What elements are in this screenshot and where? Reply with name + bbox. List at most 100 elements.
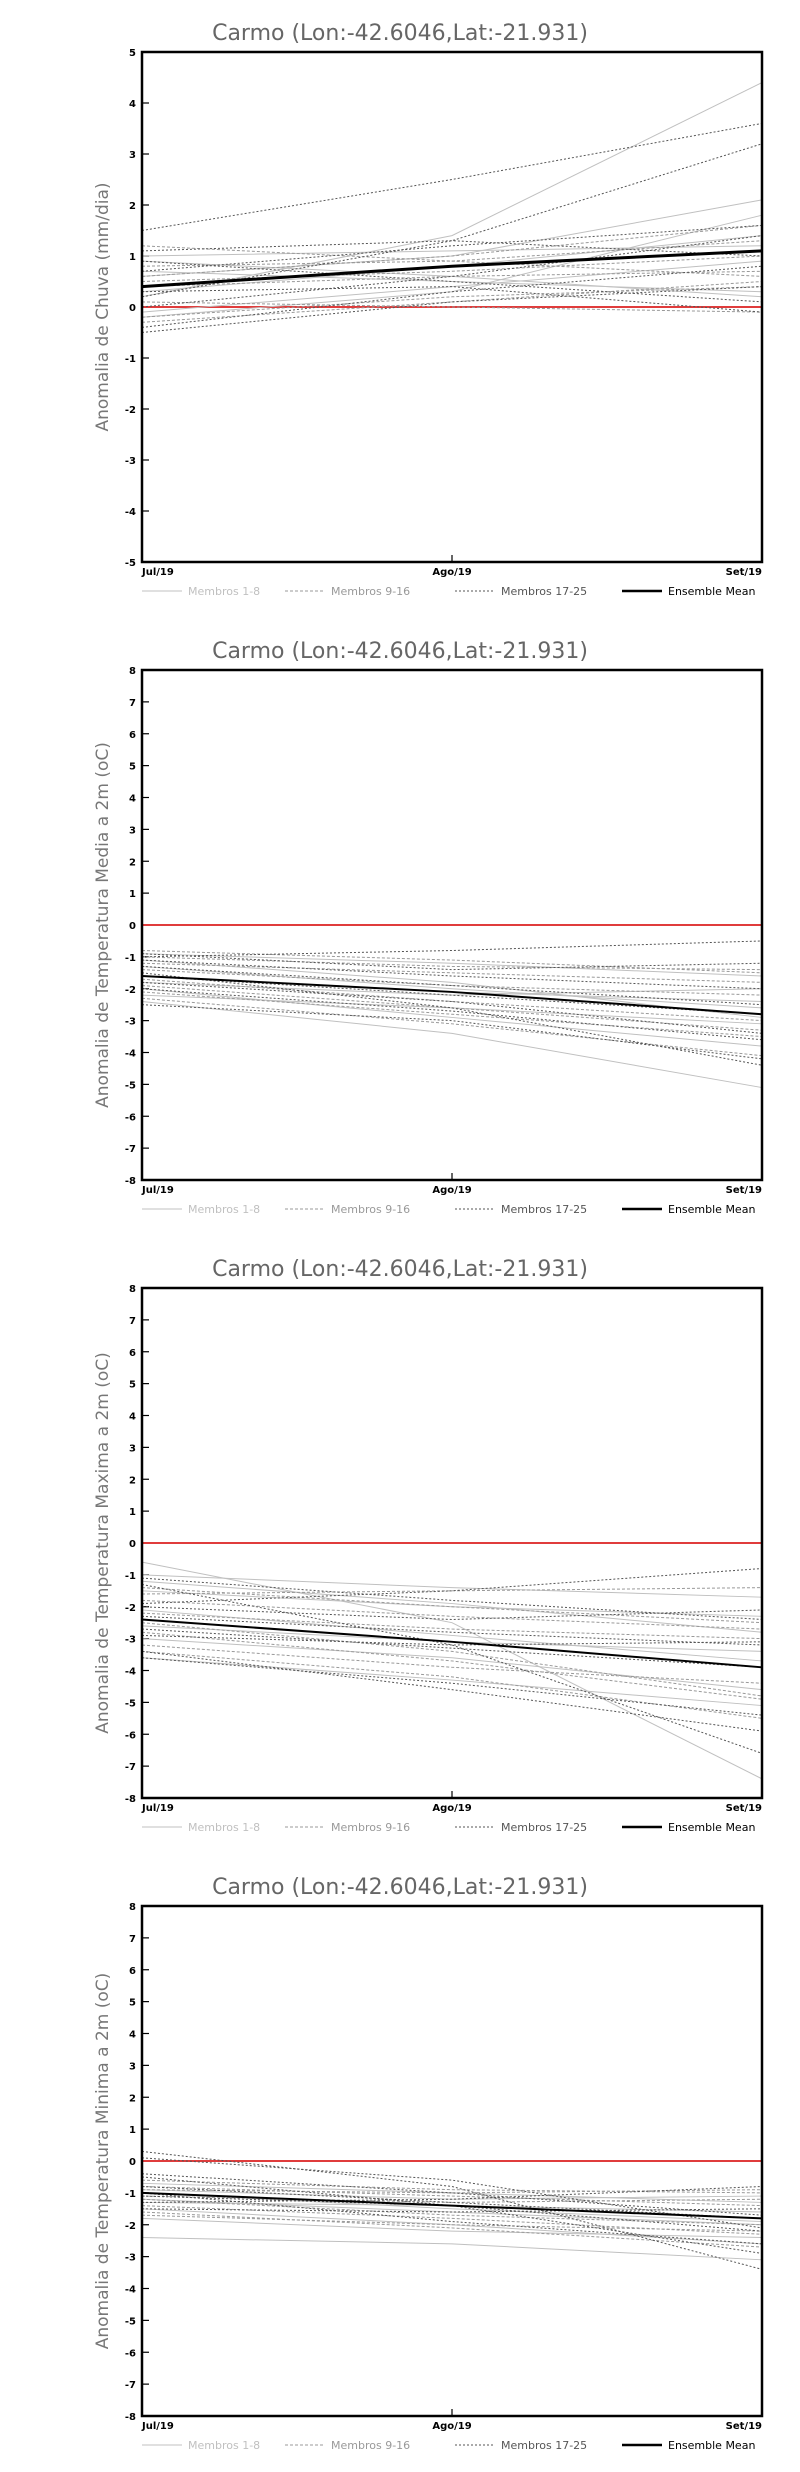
y-tick-label: -5: [125, 2316, 136, 2327]
plot-frame: [140, 668, 764, 1182]
y-tick-label: -2: [125, 405, 136, 416]
legend-label-membros-1-8: Membros 1-8: [188, 1821, 260, 1834]
x-tick-label: Jul/19: [141, 567, 174, 578]
y-tick-label: -4: [125, 507, 136, 518]
series-line-membros-1-8-0: [141, 1001, 763, 1089]
y-tick-label: -7: [125, 1762, 136, 1773]
y-tick-label: 3: [129, 150, 136, 161]
series-line-membros-17-25-19: [141, 2186, 763, 2203]
series-line-membros-9-16-14: [141, 286, 763, 318]
series-line-membros-1-8-5: [141, 1638, 763, 1691]
y-tick-label: 4: [129, 99, 136, 110]
y-tick-label: 1: [129, 889, 136, 900]
y-tick-label: 6: [129, 1348, 136, 1359]
y-tick-label: -6: [125, 2348, 136, 2359]
series-line-membros-17-25-17: [141, 122, 763, 231]
y-tick-label: -2: [125, 2221, 136, 2232]
x-tick-label: Ago/19: [432, 567, 471, 578]
series-line-membros-17-25-20: [141, 965, 763, 1006]
y-tick-label: -4: [125, 2285, 136, 2296]
y-axis-label: Anomalia de Chuva (mm/dia): [93, 182, 113, 431]
legend-label-membros-1-8: Membros 1-8: [188, 1203, 260, 1216]
plot-frame: [140, 50, 764, 564]
x-tick-label: Ago/19: [432, 2421, 471, 2432]
legend-label-membros-17-25: Membros 17-25: [501, 2439, 587, 2452]
y-tick-label: 1: [129, 2125, 136, 2136]
y-tick-label: 0: [129, 303, 136, 314]
series-line-membros-17-25-19: [141, 1650, 763, 1732]
y-tick-label: -1: [125, 2189, 136, 2200]
ensemble-mean-line: [141, 1618, 763, 1669]
chart-panel-temperatura-minima: Carmo (Lon:-42.6046,Lat:-21.931) Anomalia…: [0, 1854, 800, 2472]
series-line-membros-9-16-15: [141, 950, 763, 974]
chart-title: Carmo (Lon:-42.6046,Lat:-21.931): [212, 1257, 588, 1282]
series-line-membros-1-8-6: [141, 2192, 763, 2223]
series-line-membros-9-16-13: [141, 245, 763, 277]
y-tick-label: -6: [125, 1112, 136, 1123]
y-tick-label: 4: [129, 794, 136, 805]
series-line-membros-1-8-0: [141, 1561, 763, 1780]
y-tick-label: -5: [125, 1698, 136, 1709]
series-line-membros-9-16-11: [141, 1631, 763, 1700]
x-tick-label: Ago/19: [432, 1185, 471, 1196]
y-tick-label: 8: [129, 1284, 136, 1295]
y-tick-label: 8: [129, 1902, 136, 1913]
series-line-membros-17-25-22: [141, 2173, 763, 2216]
chart-title: Carmo (Lon:-42.6046,Lat:-21.931): [212, 639, 588, 664]
y-tick-label: 3: [129, 1443, 136, 1454]
y-axis-label: Anomalia de Temperatura Minima a 2m (oC): [93, 1973, 113, 2350]
series-line-membros-9-16-11: [141, 2211, 763, 2248]
series-line-membros-1-8-3: [141, 988, 763, 1047]
legend-label-ensemble-mean: Ensemble Mean: [668, 585, 755, 598]
x-tick-label: Jul/19: [141, 1803, 174, 1814]
series-line-membros-17-25-24: [141, 286, 763, 313]
x-tick-label: Set/19: [726, 1185, 762, 1196]
series-line-membros-17-25-24: [141, 2195, 763, 2232]
y-tick-label: 2: [129, 1475, 136, 1486]
chart-panel-temperatura-maxima: Carmo (Lon:-42.6046,Lat:-21.931) Anomalia…: [0, 1236, 800, 1854]
series-line-membros-9-16-14: [141, 2198, 763, 2226]
y-tick-label: 0: [129, 921, 136, 932]
series-line-membros-1-8-3: [141, 1609, 763, 1662]
legend-label-membros-1-8: Membros 1-8: [188, 585, 260, 598]
y-tick-label: -8: [125, 1176, 136, 1187]
legend-label-membros-9-16: Membros 9-16: [331, 585, 410, 598]
series-line-membros-9-16-8: [141, 1587, 763, 1624]
chart-title: Carmo (Lon:-42.6046,Lat:-21.931): [212, 1875, 588, 1900]
series-line-membros-9-16-10: [141, 2195, 763, 2203]
legend-label-membros-9-16: Membros 9-16: [331, 1821, 410, 1834]
series-line-membros-17-25-21: [141, 975, 763, 1015]
series-line-membros-17-25-16: [141, 143, 763, 298]
ensemble-mean-line: [141, 2191, 763, 2220]
y-tick-label: -4: [125, 1049, 136, 1060]
y-tick-label: 4: [129, 2030, 136, 2041]
series-line-membros-17-25-23: [141, 1004, 763, 1060]
y-tick-label: 2: [129, 2093, 136, 2104]
y-tick-label: 6: [129, 1966, 136, 1977]
legend-label-membros-17-25: Membros 17-25: [501, 585, 587, 598]
y-tick-label: 3: [129, 825, 136, 836]
y-tick-label: -1: [125, 953, 136, 964]
series-line-membros-1-8-0: [141, 82, 763, 298]
series-line-membros-17-25-21: [141, 1628, 763, 1668]
ensemble-mean-line: [141, 249, 763, 289]
plot-frame: [140, 1286, 764, 1800]
series-line-membros-17-25-18: [141, 1615, 763, 1646]
series-line-membros-9-16-12: [141, 270, 763, 288]
x-tick-label: Set/19: [726, 567, 762, 578]
series-line-membros-1-8-6: [141, 959, 763, 1018]
y-tick-label: -6: [125, 1730, 136, 1741]
series-line-membros-9-16-12: [141, 1599, 763, 1630]
series-line-membros-1-8-2: [141, 1657, 763, 1707]
y-tick-label: 8: [129, 666, 136, 677]
series-line-membros-17-25-19: [141, 224, 763, 272]
y-tick-label: 5: [129, 1998, 136, 2009]
chart-temperatura-maxima: Carmo (Lon:-42.6046,Lat:-21.931) Anomalia…: [93, 1257, 764, 1834]
series-line-membros-1-8-4: [141, 2189, 763, 2200]
series-line-membros-9-16-13: [141, 978, 763, 1022]
y-tick-label: -7: [125, 2380, 136, 2391]
y-axis-label: Anomalia de Temperatura Media a 2m (oC): [93, 742, 113, 1108]
series-line-membros-9-16-15: [141, 1587, 763, 1595]
y-tick-label: 0: [129, 1539, 136, 1550]
chart-chuva: Carmo (Lon:-42.6046,Lat:-21.931) Anomalia…: [93, 21, 764, 598]
